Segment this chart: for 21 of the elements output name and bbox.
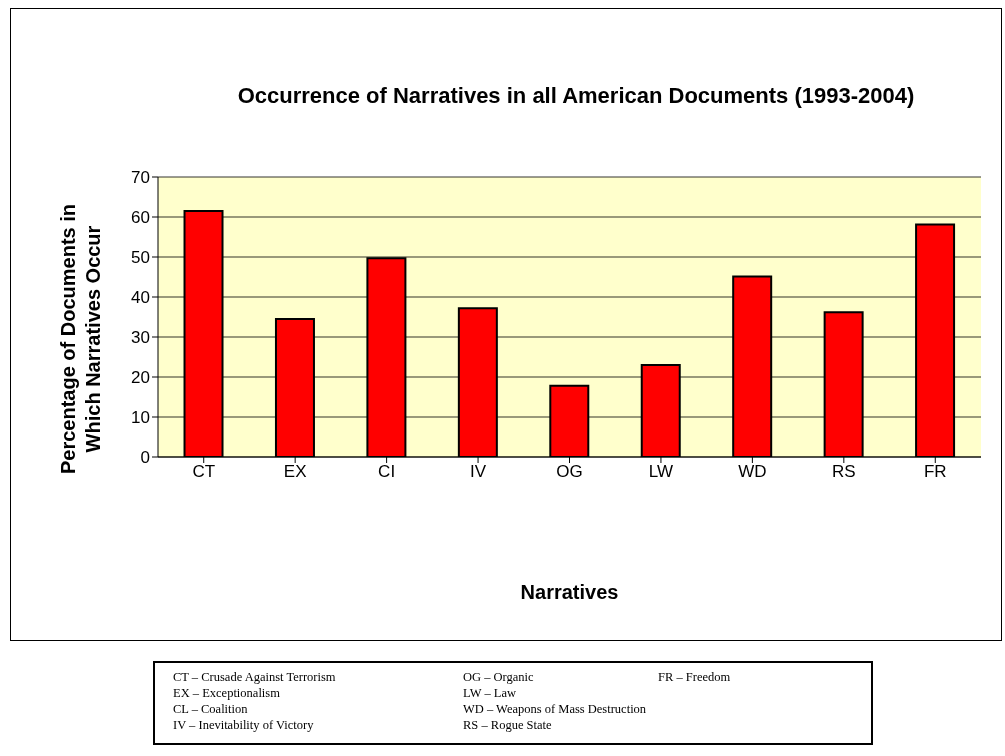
- x-tick-label: OG: [556, 462, 583, 482]
- y-tick-label: 50: [131, 248, 150, 268]
- x-tick-label: RS: [832, 462, 856, 482]
- x-tick-label: LW: [648, 462, 674, 482]
- y-tick-label: 40: [131, 288, 150, 308]
- abbreviation-key-box: CT – Crusade Against Terrorism EX – Exceptionalism CL – Coalition IV – Inevitability of Victory OG – Organic LW – Law WD – Weapons of Mass Destruction RS – Rogue State FR – Freedom: [153, 661, 873, 745]
- x-tick-label: FR: [923, 462, 947, 482]
- y-tick-label: 20: [131, 368, 150, 388]
- x-tick-label: CI: [378, 462, 396, 482]
- y-tick-label: 70: [131, 168, 150, 188]
- x-axis-title: Narratives: [519, 581, 620, 604]
- x-tick-label: IV: [470, 462, 487, 482]
- x-tick-label: CT: [192, 462, 216, 482]
- x-tick-label: WD: [738, 462, 767, 482]
- y-axis-title: Percentage of Documents in Which Narratives Occur: [56, 202, 105, 477]
- y-tick-label: 30: [131, 328, 150, 348]
- y-tick-label: 10: [131, 408, 150, 428]
- y-tick-label: 60: [131, 208, 150, 228]
- chart-title: Occurrence of Narratives in all American Documents (1993-2004): [236, 81, 916, 110]
- y-tick-label: 0: [140, 448, 150, 468]
- x-tick-label: EX: [283, 462, 307, 482]
